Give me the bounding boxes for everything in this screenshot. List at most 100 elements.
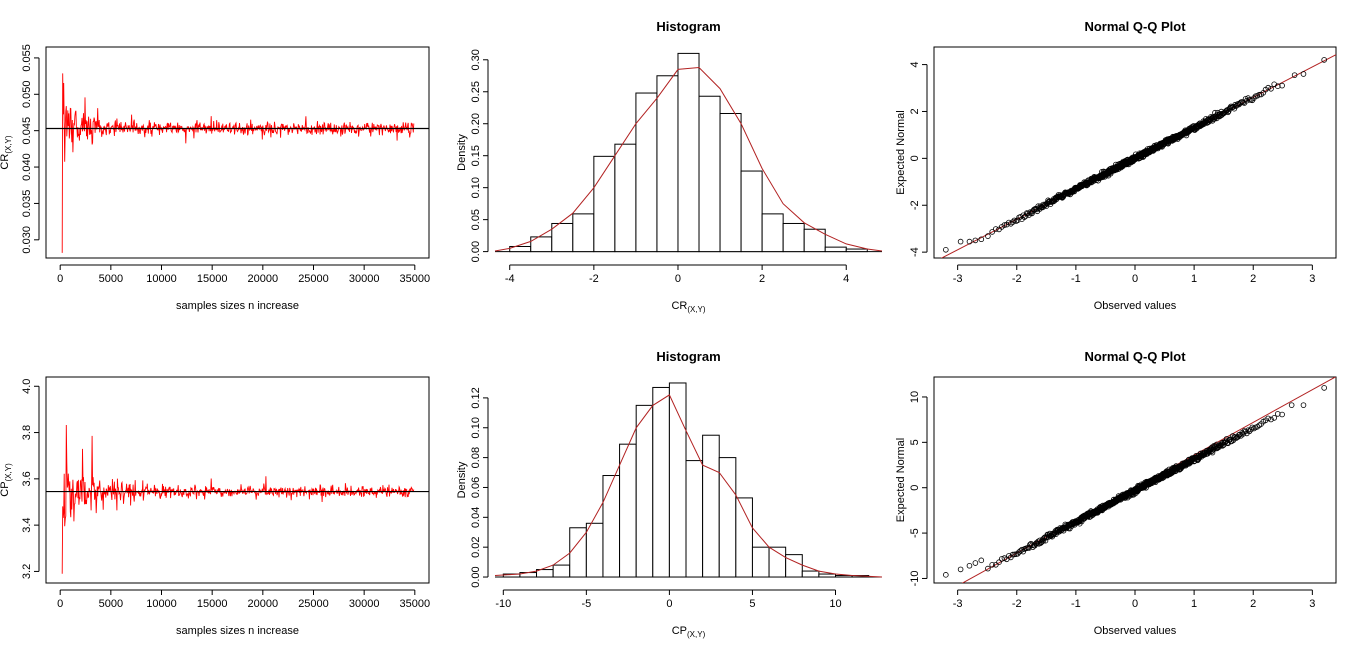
series-line [61,424,415,574]
plot-frame [933,376,1337,584]
y-axis-label-sub: (X,Y) [4,463,13,482]
qq-point [1246,428,1253,435]
y-tick-label: 0.050 [21,81,33,109]
histogram-bar [551,222,574,253]
y-tick-label: 0 [909,155,921,161]
histogram-bar [785,554,803,578]
histogram-bar [761,213,784,253]
x-tick-label: -10 [495,598,511,610]
qq-point [1227,104,1233,111]
y-tick-label: 0.035 [21,190,33,218]
x-tick-label: 10 [829,598,841,610]
histogram-cr: -4 -2 0 2 4 0.00 0.05 0.10 0.15 0.20 0.25 0.30 Histo… [456,19,883,314]
qq-point [943,246,949,253]
y-tick-label: 0.10 [470,417,482,438]
y-tick-label: 0.00 [470,566,482,587]
chart-title: Normal Q-Q Plot [1084,19,1186,34]
x-axis-label-sub: (X,Y) [687,630,706,639]
qq-point [992,226,999,232]
y-axis-label: Density [456,134,468,171]
x-tick-label: 3 [1309,598,1315,610]
histogram-bar [719,112,742,253]
y-tick-label: 3.8 [21,425,33,440]
histogram-bar [818,573,836,578]
y-tick-label: 0.30 [470,49,482,70]
histogram-bar [552,564,571,578]
qq-point [978,236,985,243]
y-tick-label: 0.10 [470,177,482,198]
histogram-bar [782,222,805,253]
qq-point [1245,95,1251,101]
y-tick-label: 0 [909,485,921,491]
qq-points [943,57,1327,253]
y-tick-label: 0.055 [21,44,33,72]
qq-point [1279,82,1285,89]
qq-point [996,559,1002,565]
x-tick-label: -1 [1071,273,1081,285]
x-tick-label: 25000 [298,598,329,610]
x-tick-label: -1 [1071,598,1081,610]
x-tick-label: -3 [953,273,963,285]
x-tick-label: 0 [1132,598,1138,610]
x-tick-label: 0 [1132,273,1138,285]
histogram-bar [602,475,621,578]
chart-title: Normal Q-Q Plot [1084,349,1186,364]
x-axis-label: CR(X,Y) [671,300,705,314]
histogram-bar [635,92,658,253]
trace-plot-cr: 0 5000 10000 15000 20000 25000 30000 35000 0.030… [0,44,430,312]
x-tick-label: -4 [505,273,515,285]
qq-point [1021,214,1028,220]
qq-point [1265,415,1271,422]
y-tick-label: -4 [909,247,921,257]
histogram-bar [593,155,616,253]
qq-point [978,557,985,564]
histogram-bar [751,546,770,578]
histogram-bar [824,246,847,253]
histogram-bar [619,443,637,578]
x-tick-label: -2 [1012,273,1022,285]
x-tick-label: 30000 [349,273,380,285]
y-tick-label: 0.040 [21,153,33,181]
x-tick-label: 0 [675,273,681,285]
y-tick-label: 0.00 [470,241,482,262]
y-tick-label: 3.4 [21,517,33,532]
qq-point [1291,72,1298,78]
y-tick-label: -2 [909,200,921,210]
y-axis-label: Expected Normal [895,110,907,194]
qq-point [1268,416,1274,423]
y-tick-label: 0.20 [470,113,482,134]
x-tick-label: 15000 [197,598,228,610]
x-tick-label: 2 [1250,273,1256,285]
plot-frame [45,46,430,259]
x-tick-label: 5000 [99,598,123,610]
x-tick-label: -2 [1012,598,1022,610]
qq-points [943,385,1327,578]
qq-point [1014,550,1021,557]
y-tick-label: 0.030 [21,226,33,254]
histogram-bar [803,228,826,253]
x-tick-label: 25000 [298,273,329,285]
y-tick-label: 0.08 [470,447,482,468]
y-axis-label-sub: (X,Y) [4,135,13,154]
histogram-bar [656,75,679,253]
histogram-cp: -10 -5 0 5 10 0.00 0.02 0.04 0.06 0.08 0.10 0.12 His… [456,349,883,639]
x-tick-label: 1 [1191,273,1197,285]
y-axis-label: CR(X,Y) [0,135,13,169]
qq-point [989,561,995,568]
x-tick-label: 0 [57,598,63,610]
qq-point [1007,554,1014,561]
qq-point [1245,427,1251,434]
qq-point [1009,219,1016,225]
qq-point [1209,449,1216,456]
chart-title: Histogram [656,19,720,34]
qq-point [1040,537,1047,544]
y-tick-label: 10 [909,391,921,403]
trace-plot-cp: 0 5000 10000 15000 20000 25000 30000 35000 3.2 3.… [0,376,430,637]
histogram-bar [685,460,704,578]
qq-point [1042,537,1049,544]
x-tick-label: 2 [1250,598,1256,610]
histogram-bar [845,248,868,253]
density-curve [494,66,883,252]
x-tick-label: -2 [589,273,599,285]
qq-point [1265,84,1271,91]
